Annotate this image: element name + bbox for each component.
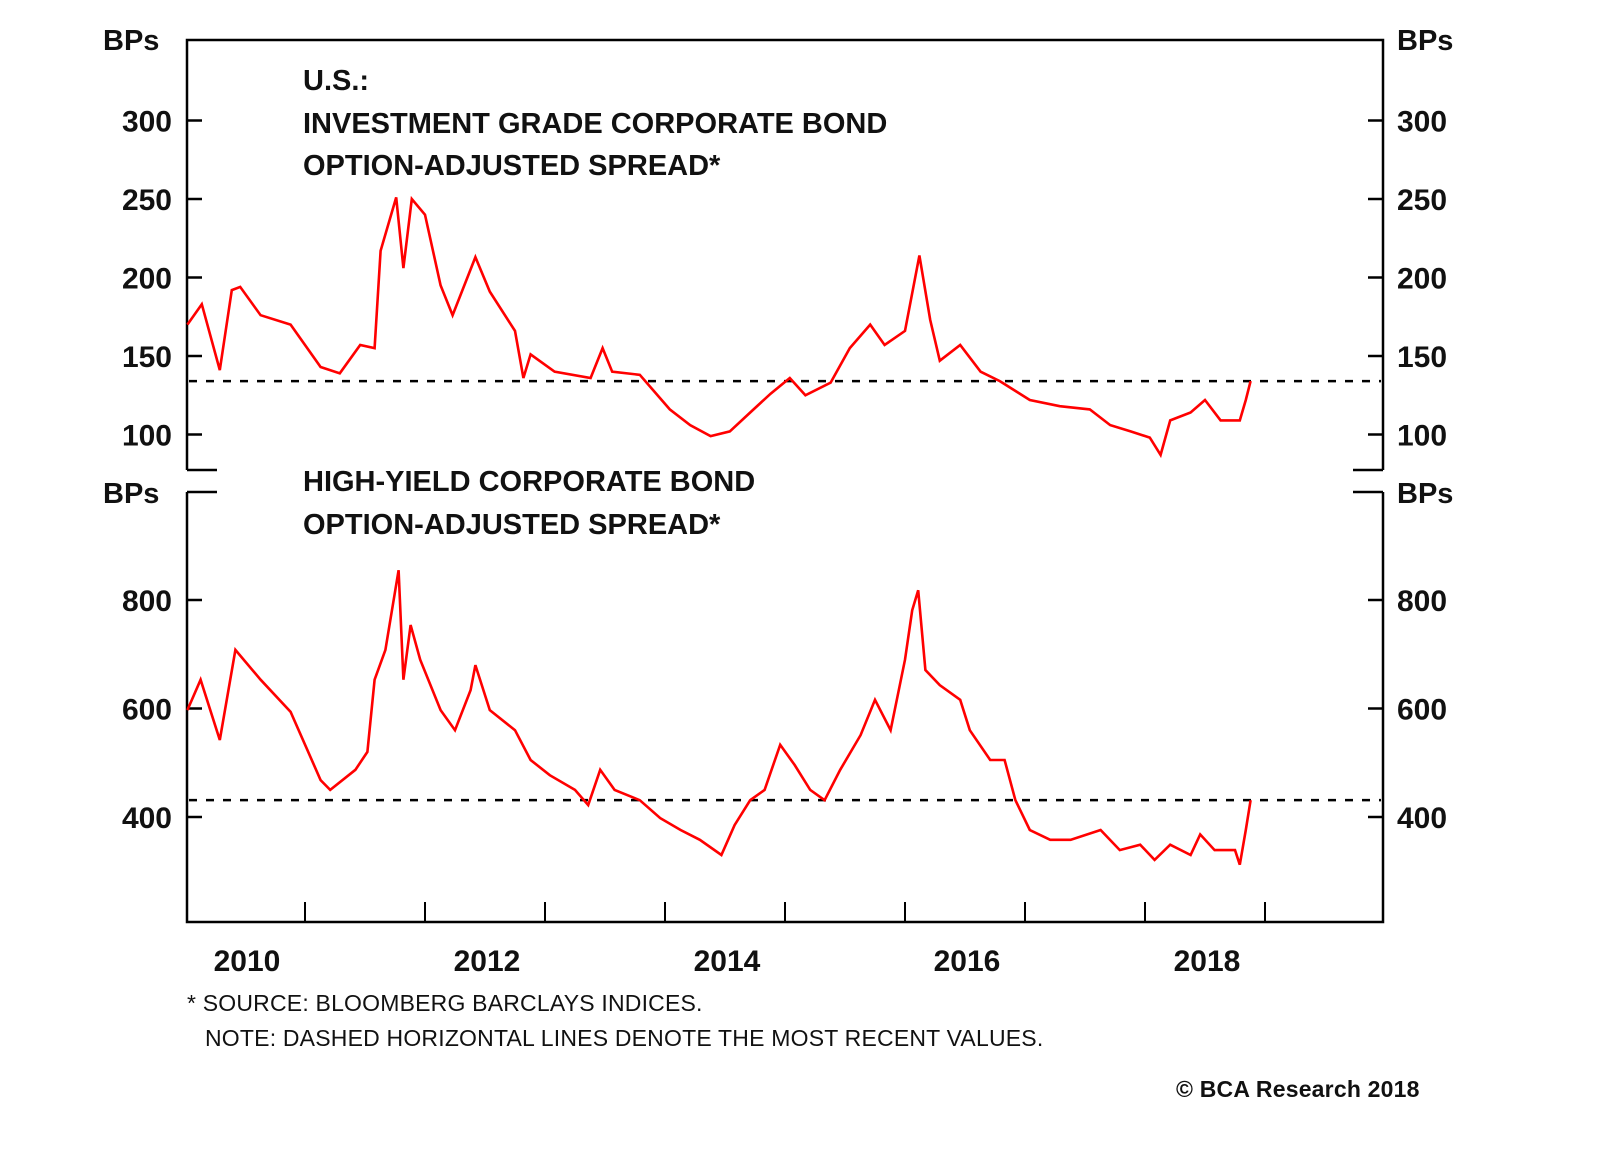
hy-y-ticks: 400 400 600 600 800 800 [122, 585, 1447, 835]
ig-title-line-2: INVESTMENT GRADE CORPORATE BOND [303, 108, 887, 140]
hy-left-axis-unit: BPs [103, 478, 159, 510]
hy-title-line-2: OPTION-ADJUSTED SPREAD* [303, 509, 721, 541]
source-footnote: * SOURCE: BLOOMBERG BARCLAYS INDICES. [187, 990, 703, 1016]
ig-title-line-1: U.S.: [303, 65, 369, 97]
ig-right-tick-label: 200 [1397, 263, 1447, 296]
ig-spread-panel: 100 100 150 150 200 200 250 250 300 300 BPs BPs U… [103, 25, 1453, 472]
ig-left-tick-label: 150 [122, 341, 172, 374]
x-axis-ticks: 2010 2012 2014 2016 2018 [214, 902, 1266, 978]
hy-title-line-1: HIGH-YIELD CORPORATE BOND [303, 466, 755, 498]
ig-left-tick-label: 300 [122, 106, 172, 139]
hy-right-tick-label: 800 [1397, 585, 1447, 618]
ig-y-ticks: 100 100 150 150 200 200 250 250 300 300 [122, 106, 1447, 453]
ig-left-tick-label: 200 [122, 263, 172, 296]
x-tick-label: 2010 [214, 945, 281, 978]
dashed-line-note: NOTE: DASHED HORIZONTAL LINES DENOTE THE… [205, 1025, 1044, 1051]
ig-series-group [186, 195, 1252, 459]
x-tick-label: 2012 [454, 945, 521, 978]
ig-panel-frame [185, 38, 1385, 472]
ig-right-tick-label: 250 [1397, 184, 1447, 217]
hy-series-line [186, 569, 1252, 866]
hy-panel-frame [185, 490, 1385, 924]
ig-left-tick-label: 100 [122, 420, 172, 453]
hy-left-tick-label: 400 [122, 802, 172, 835]
x-tick-label: 2016 [934, 945, 1001, 978]
ig-right-tick-label: 150 [1397, 341, 1447, 374]
hy-left-tick-label: 600 [122, 694, 172, 727]
hy-right-tick-label: 600 [1397, 694, 1447, 727]
ig-series-line [186, 195, 1252, 459]
ig-title-line-3: OPTION-ADJUSTED SPREAD* [303, 150, 721, 182]
ig-left-tick-label: 250 [122, 184, 172, 217]
hy-right-axis-unit: BPs [1397, 478, 1453, 510]
ig-right-tick-label: 100 [1397, 420, 1447, 453]
copyright-label: © BCA Research 2018 [1176, 1076, 1420, 1102]
ig-right-axis-unit: BPs [1397, 25, 1453, 57]
ig-right-tick-label: 300 [1397, 106, 1447, 139]
hy-series-group [186, 569, 1252, 866]
ig-left-axis-unit: BPs [103, 25, 159, 57]
hy-left-tick-label: 800 [122, 585, 172, 618]
hy-right-tick-label: 400 [1397, 802, 1447, 835]
x-tick-label: 2018 [1174, 945, 1241, 978]
x-tick-label: 2014 [694, 945, 761, 978]
